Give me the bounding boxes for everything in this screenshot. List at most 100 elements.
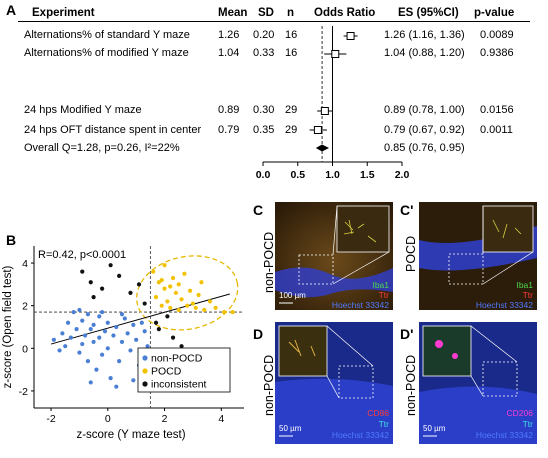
data-point <box>88 280 93 285</box>
header-experiment: Experiment <box>32 7 95 19</box>
data-point <box>170 335 176 340</box>
effect-marker <box>346 32 355 40</box>
legend-marker <box>142 355 148 361</box>
effect-marker <box>331 50 340 58</box>
micrograph-d-prime: 50 µm CD206 Ttr Hoechst 33342 <box>419 322 537 444</box>
data-point <box>222 309 227 315</box>
data-point <box>91 339 96 345</box>
data-point <box>85 312 91 317</box>
panel-a-letter: A <box>6 2 17 18</box>
data-point <box>114 324 119 330</box>
data-point <box>91 322 96 327</box>
data-point <box>100 352 105 357</box>
data-point <box>122 316 127 321</box>
data-point <box>134 337 139 342</box>
row-n: 29 <box>285 124 298 136</box>
data-point <box>153 295 159 300</box>
data-point <box>68 335 73 340</box>
data-point <box>207 299 213 304</box>
scale-bar-label: 50 µm <box>279 424 302 433</box>
legend-label: non-POCD <box>151 353 203 365</box>
x-tick-label: 2.0 <box>395 169 410 181</box>
data-point <box>117 359 122 364</box>
data-point <box>139 320 144 325</box>
row-p: 0.9386 <box>480 47 514 59</box>
panel-c-condition: non-POCD <box>262 231 276 293</box>
row-es: 0.89 (0.78, 1.00) <box>384 104 465 116</box>
data-point <box>199 280 204 285</box>
x-tick-label: 2 <box>162 413 168 425</box>
data-point <box>213 305 218 310</box>
row-mean: 1.26 <box>218 29 240 41</box>
row-sd: 0.35 <box>253 124 275 136</box>
scale-bar-label: 50 µm <box>423 424 446 433</box>
legend-marker <box>142 368 148 374</box>
stain-label: Ttr <box>378 419 389 429</box>
row-mean: 0.89 <box>218 104 240 116</box>
data-point <box>97 314 102 319</box>
data-point <box>51 337 56 342</box>
data-point <box>159 278 164 283</box>
x-tick-label: 1.0 <box>325 169 340 181</box>
data-point <box>156 327 161 332</box>
legend-box <box>137 347 231 393</box>
data-point <box>187 288 193 293</box>
data-point <box>108 263 113 268</box>
data-point <box>142 301 147 306</box>
data-point <box>63 344 68 349</box>
data-point <box>159 303 164 308</box>
data-point <box>196 292 201 298</box>
data-point <box>128 348 133 353</box>
data-point <box>114 384 119 389</box>
stain-label: CD86 <box>367 408 389 418</box>
panel-c-letter: C <box>253 202 264 218</box>
data-point <box>100 286 105 291</box>
row-sd: 0.33 <box>253 47 275 59</box>
data-point <box>151 269 156 274</box>
x-tick-label: 0.5 <box>290 169 305 181</box>
x-tick-label: -2 <box>46 413 55 425</box>
row-label: Alternations% of modified Y maze <box>24 47 189 59</box>
x-axis-label: z-score (Y maze test) <box>76 429 185 441</box>
data-point <box>193 305 198 310</box>
data-point <box>119 312 125 317</box>
data-point <box>105 346 110 351</box>
data-point <box>179 344 184 349</box>
data-point <box>165 299 170 304</box>
data-point <box>165 314 170 319</box>
row-n: 16 <box>285 47 298 59</box>
y-axis-label: z-score (Open field test) <box>2 265 14 388</box>
data-point <box>117 273 122 278</box>
data-point <box>131 322 136 327</box>
data-point <box>97 335 102 340</box>
row-p: 0.0089 <box>480 29 514 41</box>
regression-line <box>50 293 230 345</box>
stain-label: Hoechst 33342 <box>475 430 533 440</box>
row-p: 0.0011 <box>480 124 513 136</box>
data-point <box>88 380 93 385</box>
data-point <box>111 333 116 338</box>
data-point <box>88 327 93 332</box>
row-sd: 0.30 <box>253 104 275 116</box>
data-point <box>162 286 167 291</box>
data-point <box>60 331 65 336</box>
row-sd: 0.20 <box>253 29 275 41</box>
data-point <box>190 301 196 306</box>
data-point <box>74 327 79 332</box>
data-point <box>102 329 108 334</box>
panel-d-letter: D <box>253 326 264 342</box>
x-tick-label: 1.5 <box>360 169 375 181</box>
data-point <box>57 348 62 353</box>
y-tick-label: 2 <box>22 301 28 313</box>
row-n: 16 <box>285 29 298 41</box>
data-point <box>65 320 71 325</box>
data-point <box>162 263 167 268</box>
stain-label: Iba1 <box>516 280 533 290</box>
row-p: 0.0156 <box>480 104 514 116</box>
data-point <box>119 339 125 345</box>
data-point <box>85 359 91 364</box>
data-point <box>185 303 190 308</box>
pocd-ellipse <box>136 255 239 331</box>
x-tick-label: 0 <box>105 413 111 425</box>
data-point <box>182 271 187 276</box>
